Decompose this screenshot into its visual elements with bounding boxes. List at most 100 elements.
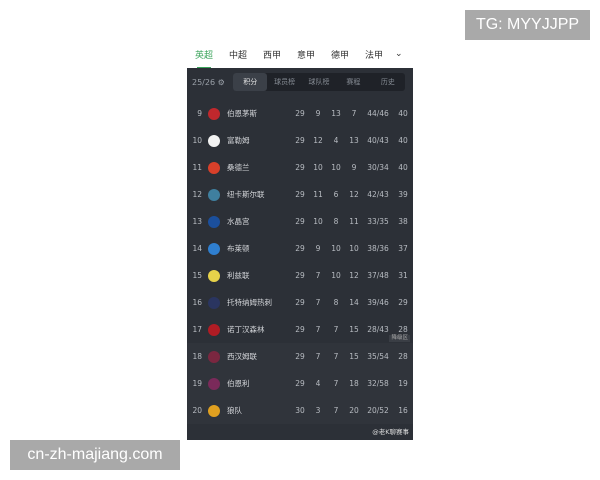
- losses: 15: [349, 352, 359, 361]
- rank: 9: [197, 109, 202, 118]
- losses: 18: [349, 379, 359, 388]
- goals: 40/43: [367, 136, 389, 145]
- wins: 11: [313, 190, 323, 199]
- standings-header: 25/26 ⚙ 积分 球员榜 球队榜 赛程 历史: [187, 70, 413, 94]
- standings-panel: 25/26 ⚙ 积分 球员榜 球队榜 赛程 历史 降级区 @老K聊赛事 9 伯恩茅斯 29 9…: [187, 68, 413, 440]
- points: 28: [398, 325, 408, 334]
- league-tab[interactable]: 西甲: [262, 50, 281, 61]
- team-name: 桑德兰: [227, 163, 250, 172]
- team-name: 伯恩利: [227, 379, 250, 388]
- wins: 7: [315, 298, 321, 307]
- team-logo-icon: [208, 107, 220, 120]
- points: 16: [398, 406, 408, 415]
- draws: 4: [333, 136, 339, 145]
- rank: 14: [192, 244, 202, 253]
- view-tab[interactable]: 赛程: [346, 78, 361, 86]
- league-tab[interactable]: 英超: [187, 48, 221, 69]
- chevron-down-icon[interactable]: ⌄: [395, 49, 403, 59]
- season-selector[interactable]: 25/26 ⚙: [187, 78, 233, 87]
- rank: 11: [192, 163, 202, 172]
- table-row[interactable]: 20 狼队 30 3 7 20 20/52 16: [187, 397, 413, 424]
- team-logo-icon: [208, 188, 220, 201]
- team-name: 富勒姆: [227, 136, 250, 145]
- season-label: 25/26: [192, 77, 216, 87]
- table-row[interactable]: 9 伯恩茅斯 29 9 13 7 44/46 40: [187, 100, 413, 127]
- table-row[interactable]: 14 布莱顿 29 9 10 10 38/36 37: [187, 235, 413, 262]
- view-tab[interactable]: 球员榜: [274, 78, 296, 86]
- team-name: 狼队: [227, 406, 242, 415]
- table-row[interactable]: 16 托特纳姆热刺 29 7 8 14 39/46 29: [187, 289, 413, 316]
- team-logo-icon: [208, 296, 220, 309]
- league-tabs: 英超 中超 西甲 意甲 德甲 法甲 ⌄: [187, 40, 413, 69]
- table-row[interactable]: 10 富勒姆 29 12 4 13 40/43 40: [187, 127, 413, 154]
- table-row[interactable]: 15 利兹联 29 7 10 12 37/48 31: [187, 262, 413, 289]
- view-tab[interactable]: 积分: [233, 73, 268, 91]
- league-tab[interactable]: 意甲: [296, 50, 315, 61]
- goals: 20/52: [367, 406, 389, 415]
- goals: 37/48: [367, 271, 389, 280]
- table-row[interactable]: 18 西汉姆联 29 7 7 15 35/54 28: [187, 343, 413, 370]
- goals: 44/46: [367, 109, 389, 118]
- table-row[interactable]: 19 伯恩利 29 4 7 18 32/58 19: [187, 370, 413, 397]
- played: 29: [295, 244, 305, 253]
- played: 29: [295, 271, 305, 280]
- team-logo-icon: [208, 350, 220, 363]
- goals: 33/35: [367, 217, 389, 226]
- losses: 12: [349, 271, 359, 280]
- settings-icon: ⚙: [217, 77, 225, 87]
- losses: 7: [351, 109, 357, 118]
- played: 29: [295, 109, 305, 118]
- points: 38: [398, 217, 408, 226]
- rank: 19: [192, 379, 202, 388]
- rank: 15: [192, 271, 202, 280]
- team-logo-icon: [208, 242, 220, 255]
- goals: 32/58: [367, 379, 389, 388]
- losses: 9: [351, 163, 357, 172]
- team-name: 布莱顿: [227, 244, 250, 253]
- table-row[interactable]: 13 水晶宫 29 10 8 11 33/35 38: [187, 208, 413, 235]
- points: 28: [398, 352, 408, 361]
- wins: 10: [313, 217, 323, 226]
- view-tab[interactable]: 历史: [380, 78, 395, 86]
- points: 37: [398, 244, 408, 253]
- table-row[interactable]: 17 诺丁汉森林 29 7 7 15 28/43 28: [187, 316, 413, 343]
- league-tab[interactable]: 中超: [228, 50, 247, 61]
- draws: 7: [333, 352, 339, 361]
- losses: 13: [349, 136, 359, 145]
- team-logo-icon: [208, 161, 220, 174]
- league-tab[interactable]: 德甲: [330, 50, 349, 61]
- losses: 14: [349, 298, 359, 307]
- goals: 28/43: [367, 325, 389, 334]
- losses: 10: [349, 244, 359, 253]
- view-tab[interactable]: 球队榜: [308, 78, 330, 86]
- draws: 10: [331, 271, 341, 280]
- rank: 16: [192, 298, 202, 307]
- team-logo-icon: [208, 134, 220, 147]
- rank: 12: [192, 190, 202, 199]
- played: 29: [295, 379, 305, 388]
- league-tab[interactable]: 法甲: [364, 50, 383, 61]
- team-logo-icon: [208, 269, 220, 282]
- table-row[interactable]: 11 桑德兰 29 10 10 9 30/34 40: [187, 154, 413, 181]
- watermark-bottom: cn-zh-majiang.com: [10, 440, 180, 470]
- relegation-zone-label: 降级区: [389, 335, 410, 342]
- played: 29: [295, 217, 305, 226]
- wins: 7: [315, 271, 321, 280]
- watermark-top: TG: MYYJJPP: [465, 10, 590, 40]
- points: 40: [398, 109, 408, 118]
- wins: 3: [315, 406, 321, 415]
- team-logo-icon: [208, 404, 220, 417]
- losses: 20: [349, 406, 359, 415]
- played: 30: [295, 406, 305, 415]
- played: 29: [295, 163, 305, 172]
- draws: 6: [333, 190, 339, 199]
- draws: 7: [333, 325, 339, 334]
- draws: 10: [331, 163, 341, 172]
- points: 31: [398, 271, 408, 280]
- rank: 18: [192, 352, 202, 361]
- view-tabs: 积分 球员榜 球队榜 赛程 历史: [233, 73, 405, 91]
- points: 19: [398, 379, 408, 388]
- team-logo-icon: [208, 323, 220, 336]
- goals: 35/54: [367, 352, 389, 361]
- table-row[interactable]: 12 纽卡斯尔联 29 11 6 12 42/43 39: [187, 181, 413, 208]
